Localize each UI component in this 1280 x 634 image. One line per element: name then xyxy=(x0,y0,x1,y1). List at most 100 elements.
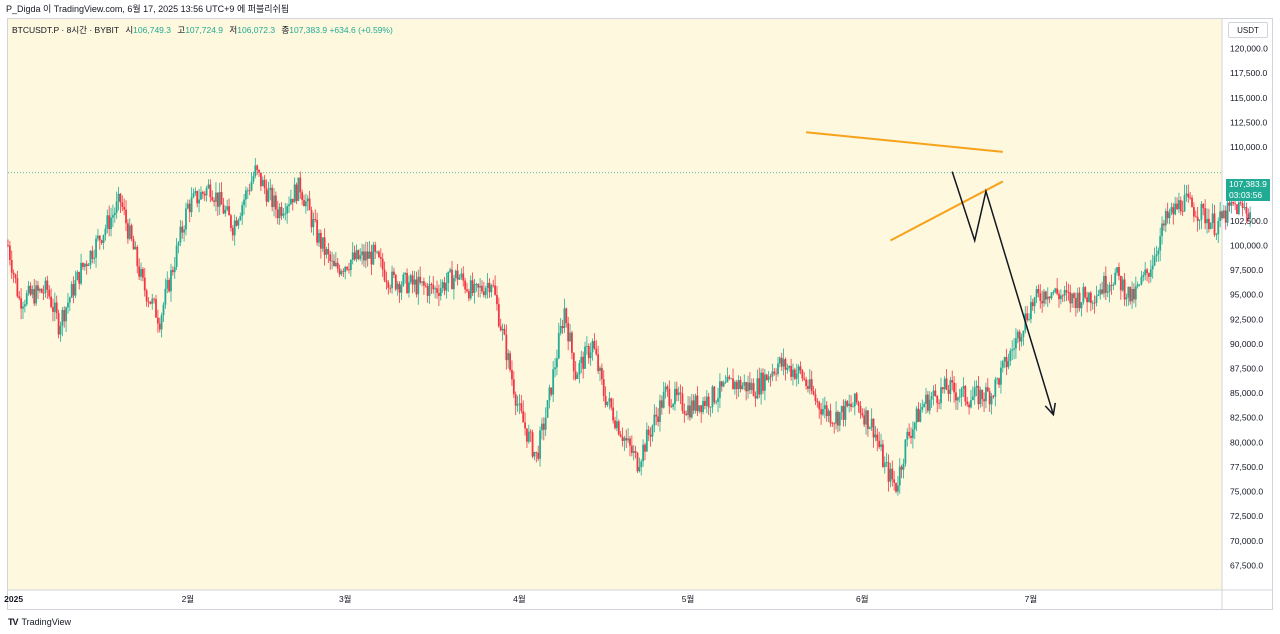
candle-body xyxy=(402,274,405,286)
candle-body xyxy=(83,263,86,267)
candle-body xyxy=(1046,296,1049,300)
candle-body xyxy=(82,262,84,267)
candle-body xyxy=(65,307,67,322)
candle-body xyxy=(437,293,440,296)
candle-body xyxy=(37,285,39,291)
candle-body xyxy=(604,396,607,406)
candle-body xyxy=(379,256,382,259)
candle-body xyxy=(953,382,955,393)
candle-body xyxy=(698,405,701,412)
candle-body xyxy=(660,400,663,408)
candle-body xyxy=(179,226,182,243)
chart-frame[interactable] xyxy=(7,18,1273,610)
candle-body xyxy=(1224,210,1227,223)
candle-body xyxy=(1011,349,1014,351)
candle-body xyxy=(216,192,219,207)
candle-body xyxy=(1069,292,1072,304)
candle-body xyxy=(700,405,703,413)
candle-body xyxy=(93,257,96,259)
candle-body xyxy=(861,413,864,416)
candle-body xyxy=(541,423,543,431)
candle-body xyxy=(239,216,242,220)
candle-body xyxy=(1063,290,1066,296)
candle-body xyxy=(951,380,954,383)
candle-body xyxy=(115,201,118,213)
candle-body xyxy=(1194,216,1197,218)
candle-body xyxy=(293,184,296,203)
brand-footer[interactable]: TV TradingView xyxy=(8,614,71,630)
candle-body xyxy=(668,389,671,407)
candle-body xyxy=(674,388,676,405)
candle-body xyxy=(1067,292,1070,293)
candle-body xyxy=(333,260,335,267)
candle-body xyxy=(417,276,420,295)
candle-body xyxy=(192,193,195,198)
candle-body xyxy=(885,462,888,464)
candle-body xyxy=(329,254,332,262)
candle-body xyxy=(882,444,884,468)
candle-body xyxy=(1031,302,1034,307)
candle-body xyxy=(1207,218,1210,230)
candle-body xyxy=(196,191,199,204)
candle-body xyxy=(593,341,596,349)
candle-body xyxy=(63,310,66,322)
candle-body xyxy=(261,179,264,187)
candle-body xyxy=(406,272,408,293)
candle-body xyxy=(565,308,568,324)
candle-body xyxy=(556,358,558,368)
candle-body xyxy=(795,373,798,379)
close-label: 종 xyxy=(281,25,290,35)
candle-body xyxy=(181,226,184,233)
candle-body xyxy=(985,387,987,402)
candle-body xyxy=(1089,292,1092,304)
candle-body xyxy=(715,401,718,403)
time-tick-label: 5월 xyxy=(682,594,695,604)
candle-body xyxy=(112,215,114,218)
candle-body xyxy=(119,193,122,203)
currency-selector[interactable]: USDT xyxy=(1228,22,1268,38)
candle-body xyxy=(198,199,200,204)
candle-body xyxy=(1170,207,1173,213)
candle-body xyxy=(520,403,523,412)
candle-body xyxy=(1245,207,1248,214)
candle-body xyxy=(503,328,506,335)
candle-body xyxy=(355,250,358,260)
projection-arrowhead xyxy=(1044,402,1057,417)
candle-body xyxy=(363,251,365,261)
publisher-bar: P_Digda 이 TradingView.com, 6월 17, 2025 1… xyxy=(0,0,1280,18)
candle-body xyxy=(1161,223,1163,237)
candle-body xyxy=(357,250,360,259)
candle-body xyxy=(955,392,957,401)
candle-body xyxy=(1041,300,1044,304)
candle-body xyxy=(1149,269,1152,277)
last-price-value: 107,383.9 xyxy=(1229,179,1267,189)
candle-body xyxy=(297,177,300,201)
symbol-name[interactable]: BTCUSDT.P · 8시간 · BYBIT xyxy=(12,25,119,35)
candle-body xyxy=(803,378,806,380)
candle-body xyxy=(895,482,897,492)
candle-body xyxy=(747,382,749,392)
candle-body xyxy=(125,209,127,224)
candle-body xyxy=(792,369,794,377)
candle-body xyxy=(822,408,824,415)
candle-body xyxy=(1127,286,1130,298)
candle-body xyxy=(336,262,339,269)
candle-body xyxy=(1074,297,1077,308)
symbol-legend[interactable]: BTCUSDT.P · 8시간 · BYBIT 시106,749.3 고107,… xyxy=(12,24,393,36)
candle-body xyxy=(42,292,45,294)
triangle-trendline xyxy=(805,131,1003,153)
candle-body xyxy=(838,412,841,426)
candle-body xyxy=(516,404,519,406)
candle-body xyxy=(207,184,210,189)
candle-body xyxy=(67,302,69,308)
candle-body xyxy=(396,283,399,290)
candle-body xyxy=(983,399,985,402)
candle-body xyxy=(925,394,927,404)
candle-body xyxy=(106,215,109,229)
candle-body xyxy=(102,234,105,243)
candle-body xyxy=(1236,204,1238,215)
candle-body xyxy=(640,461,643,468)
candle-body xyxy=(732,378,734,390)
candle-body xyxy=(488,282,491,293)
